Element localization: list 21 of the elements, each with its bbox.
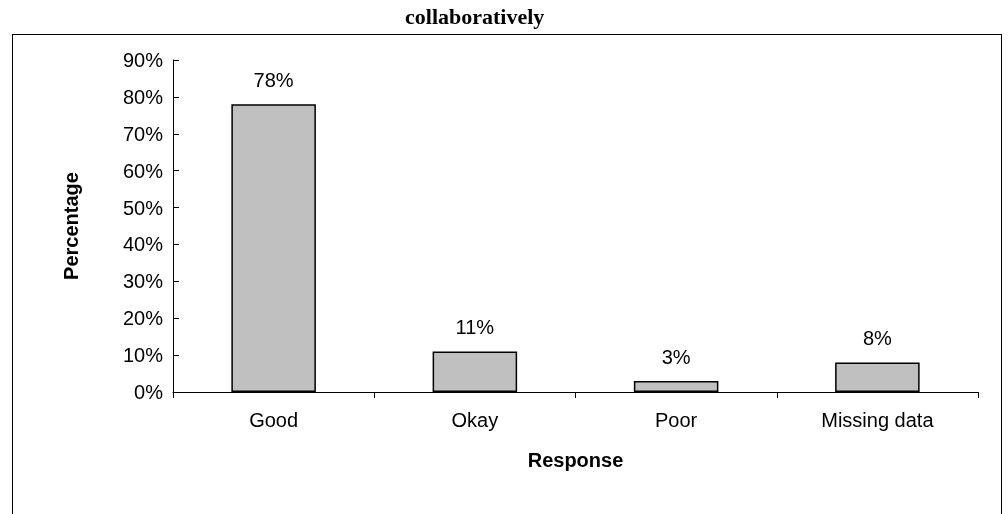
x-tick-label: Okay [451,409,499,431]
x-tick-label: Good [249,409,299,431]
data-label: 11% [455,316,495,339]
y-tick-label: 50% [122,196,164,219]
y-tick-label: 0% [134,381,164,403]
x-tick-label: Poor [655,409,698,431]
y-tick-label: 30% [122,270,164,293]
y-tick-label: 90% [122,49,164,71]
data-label: 3% [661,345,691,368]
x-tick-label: Missing data [821,409,935,431]
data-label: 78% [253,69,294,92]
y-tick-label: 40% [122,233,164,256]
x-axis-title: Response [527,449,624,471]
y-tick-label: 20% [122,307,164,330]
y-tick-label: 10% [122,344,164,367]
y-axis-title: Percentage [60,172,82,280]
data-label: 8% [862,327,893,350]
y-tick-label: 80% [122,85,164,108]
y-tick-label: 70% [122,122,164,145]
y-tick-label: 60% [122,159,164,182]
chart-title: collaboratively [405,3,545,29]
